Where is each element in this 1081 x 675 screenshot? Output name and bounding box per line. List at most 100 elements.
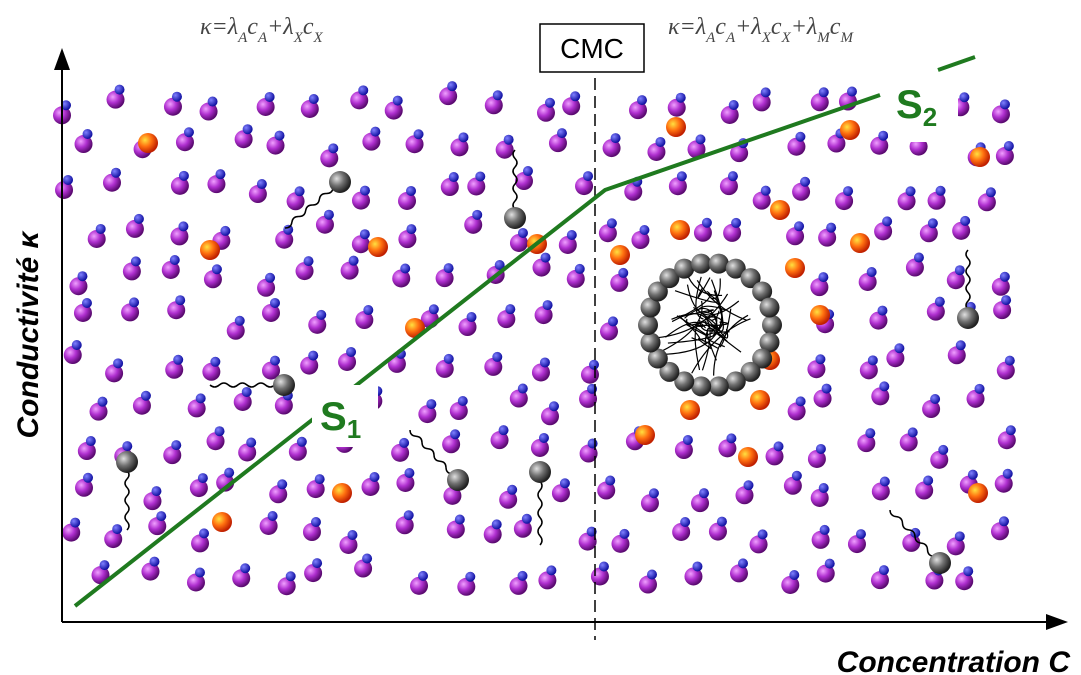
ion-pair bbox=[269, 479, 288, 504]
ion-pair bbox=[575, 171, 594, 196]
cation bbox=[993, 301, 1012, 320]
ion-pair bbox=[811, 524, 830, 549]
micelle-head bbox=[708, 376, 729, 397]
surfactant-head bbox=[329, 171, 351, 193]
anion bbox=[156, 511, 167, 522]
subscript: A bbox=[257, 30, 268, 46]
cation bbox=[538, 571, 557, 590]
surfactant-head bbox=[957, 307, 979, 329]
anion bbox=[821, 383, 832, 394]
ion-pair bbox=[339, 529, 358, 554]
micelle-head bbox=[752, 348, 773, 369]
anion bbox=[346, 346, 357, 357]
anion bbox=[546, 565, 557, 576]
cation bbox=[418, 405, 437, 424]
cation bbox=[749, 535, 768, 554]
ion-pair bbox=[871, 381, 890, 406]
anion bbox=[855, 529, 866, 540]
cation bbox=[927, 191, 946, 210]
cation bbox=[405, 135, 424, 154]
anion bbox=[113, 358, 124, 369]
anion bbox=[214, 426, 225, 437]
cation bbox=[718, 439, 737, 458]
cation bbox=[442, 435, 461, 454]
ion-pair bbox=[355, 305, 374, 330]
ion-pair bbox=[647, 136, 666, 161]
micelle-tail bbox=[698, 338, 719, 350]
ion-pair bbox=[483, 519, 502, 544]
ion-pair bbox=[320, 143, 339, 168]
micelle-head bbox=[691, 376, 712, 397]
ion-pair bbox=[203, 264, 222, 289]
ion-pair bbox=[538, 565, 557, 590]
cation bbox=[483, 525, 502, 544]
anion bbox=[406, 224, 417, 235]
anion bbox=[959, 92, 970, 103]
cation bbox=[693, 223, 712, 242]
anion bbox=[428, 304, 439, 315]
anion bbox=[743, 480, 754, 491]
ion-pair bbox=[89, 396, 108, 421]
anion bbox=[97, 396, 108, 407]
ion-pair bbox=[870, 565, 889, 590]
anion bbox=[363, 305, 374, 316]
cation bbox=[189, 479, 208, 498]
cation bbox=[532, 258, 551, 277]
ion-pair bbox=[869, 305, 888, 330]
ion-pair bbox=[186, 567, 205, 592]
micelle-tail bbox=[674, 290, 718, 303]
ion-pair bbox=[74, 129, 93, 154]
ion-pair bbox=[497, 304, 516, 329]
anion bbox=[566, 229, 577, 240]
ion-pair bbox=[232, 563, 251, 588]
cation bbox=[457, 577, 476, 596]
anion bbox=[913, 252, 924, 263]
ion-pair bbox=[442, 429, 461, 454]
anion bbox=[274, 130, 285, 141]
cation bbox=[207, 175, 226, 194]
ion-pair bbox=[509, 227, 528, 252]
ion-pair bbox=[536, 97, 555, 122]
anion bbox=[312, 558, 323, 569]
cation bbox=[558, 235, 577, 254]
anion bbox=[542, 300, 553, 311]
anion bbox=[655, 136, 666, 147]
ion-pair bbox=[55, 174, 74, 199]
cation bbox=[288, 442, 307, 461]
term: +λ bbox=[735, 14, 762, 40]
cation bbox=[449, 402, 468, 421]
ion-pair bbox=[947, 340, 966, 365]
ion-pair bbox=[858, 266, 877, 291]
ion-pair bbox=[106, 84, 125, 109]
cation bbox=[966, 389, 985, 408]
anion bbox=[465, 571, 476, 582]
anion bbox=[178, 170, 189, 181]
y-arrow bbox=[54, 48, 70, 70]
anion bbox=[140, 390, 151, 401]
anion bbox=[458, 132, 469, 143]
anion bbox=[800, 176, 811, 187]
cation bbox=[257, 278, 276, 297]
anion bbox=[540, 252, 551, 263]
ion-pair bbox=[611, 528, 630, 553]
ion-pair bbox=[75, 472, 94, 497]
ion-pair bbox=[718, 433, 737, 458]
cation bbox=[995, 147, 1014, 166]
anion bbox=[731, 217, 742, 228]
anion bbox=[574, 263, 585, 274]
cation bbox=[458, 318, 477, 337]
ion-pair bbox=[122, 256, 141, 281]
cation bbox=[354, 559, 373, 578]
anion bbox=[877, 305, 888, 316]
term: c bbox=[247, 14, 258, 40]
anion bbox=[406, 185, 417, 196]
ion-pair bbox=[735, 480, 754, 505]
micelle-tail bbox=[694, 321, 712, 371]
ion-pair bbox=[464, 209, 483, 234]
anion bbox=[494, 259, 505, 270]
ion-pair bbox=[435, 353, 454, 378]
micelle-head bbox=[725, 371, 746, 392]
ion-pair bbox=[199, 96, 218, 121]
ion-pair bbox=[361, 471, 380, 496]
